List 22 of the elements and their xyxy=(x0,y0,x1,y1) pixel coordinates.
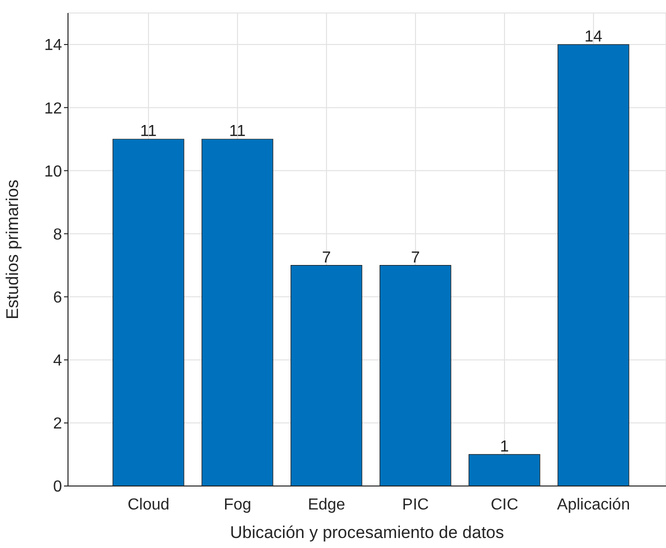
y-axis-title: Estudios primarios xyxy=(3,180,22,320)
y-tick-label: 6 xyxy=(53,289,62,306)
y-tick-label: 10 xyxy=(44,163,62,180)
x-tick-label: Edge xyxy=(308,496,346,514)
x-axis-title: Ubicación y procesamiento de datos xyxy=(230,523,504,542)
y-tick-label: 14 xyxy=(44,37,62,54)
x-tick-label: Fog xyxy=(224,496,252,514)
data-label: 11 xyxy=(140,123,157,140)
y-tick-label: 4 xyxy=(53,352,62,370)
y-tick-label: 2 xyxy=(53,416,62,433)
y-tick-label: 12 xyxy=(44,100,62,118)
data-label: 11 xyxy=(229,123,246,140)
data-label: 1 xyxy=(500,438,509,456)
x-tick-label: PIC xyxy=(402,496,429,514)
data-label: 7 xyxy=(410,249,420,266)
data-label: 14 xyxy=(584,28,602,46)
x-tick-label: Aplicación xyxy=(557,496,630,514)
x-tick-label: CIC xyxy=(490,496,518,514)
y-tick-label: 0 xyxy=(53,478,62,496)
y-tick-label: 8 xyxy=(53,226,62,244)
data-label: 7 xyxy=(322,249,331,266)
x-tick-label: Cloud xyxy=(128,496,170,514)
